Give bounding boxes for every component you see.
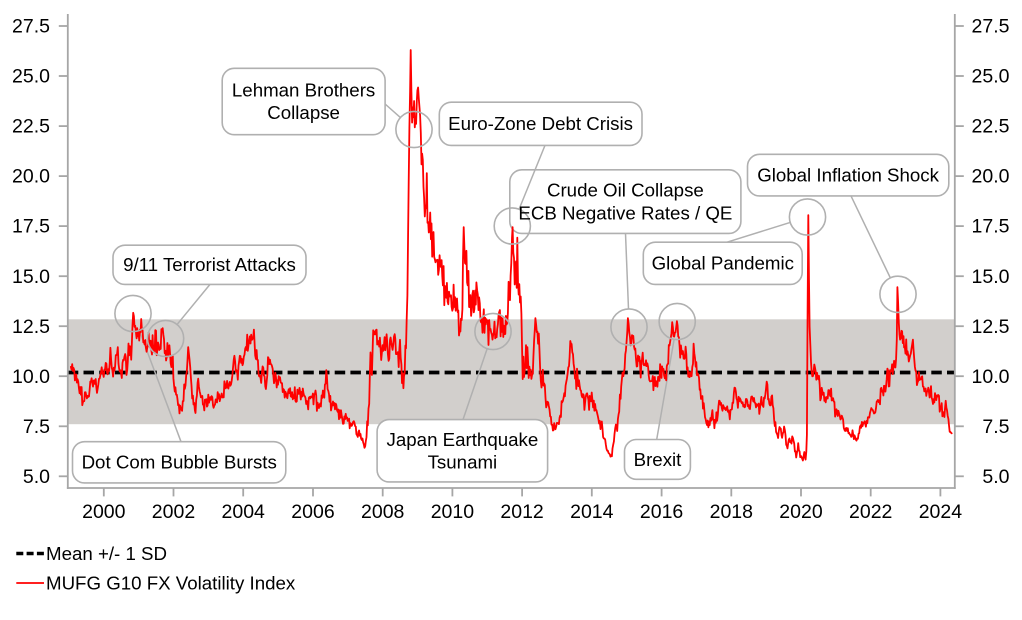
svg-text:20.0: 20.0	[972, 166, 1010, 188]
svg-text:5.0: 5.0	[982, 466, 1009, 488]
svg-text:17.5: 17.5	[972, 216, 1010, 238]
svg-text:2000: 2000	[82, 501, 126, 523]
svg-text:2008: 2008	[361, 501, 404, 523]
svg-text:12.5: 12.5	[972, 316, 1010, 338]
svg-text:22.5: 22.5	[12, 116, 50, 138]
svg-text:9/11 Terrorist Attacks: 9/11 Terrorist Attacks	[123, 254, 296, 275]
svg-text:Euro-Zone Debt Crisis: Euro-Zone Debt Crisis	[448, 113, 633, 134]
svg-text:20.0: 20.0	[12, 166, 50, 188]
svg-text:17.5: 17.5	[12, 216, 50, 238]
svg-text:Global Pandemic: Global Pandemic	[652, 253, 794, 274]
svg-text:27.5: 27.5	[972, 16, 1010, 38]
svg-text:Japan Earthquake: Japan Earthquake	[387, 429, 539, 450]
svg-text:10.0: 10.0	[972, 366, 1010, 388]
svg-text:27.5: 27.5	[12, 16, 50, 38]
svg-text:Global Inflation Shock: Global Inflation Shock	[757, 165, 939, 186]
svg-text:2012: 2012	[500, 501, 543, 523]
svg-text:7.5: 7.5	[23, 416, 50, 438]
svg-text:Tsunami: Tsunami	[428, 451, 498, 472]
svg-text:2016: 2016	[640, 501, 683, 523]
svg-text:22.5: 22.5	[972, 116, 1010, 138]
svg-text:ECB Negative Rates / QE: ECB Negative Rates / QE	[518, 202, 732, 223]
svg-text:7.5: 7.5	[982, 416, 1009, 438]
svg-text:2022: 2022	[849, 501, 892, 523]
svg-text:Dot Com Bubble Bursts: Dot Com Bubble Bursts	[82, 452, 277, 473]
svg-text:Mean +/- 1 SD: Mean +/- 1 SD	[46, 543, 167, 564]
svg-text:15.0: 15.0	[972, 266, 1010, 288]
svg-text:2002: 2002	[152, 501, 195, 523]
svg-text:2006: 2006	[291, 501, 334, 523]
svg-text:2014: 2014	[570, 501, 614, 523]
svg-text:2018: 2018	[710, 501, 753, 523]
svg-text:5.0: 5.0	[23, 466, 50, 488]
svg-text:10.0: 10.0	[12, 366, 50, 388]
svg-text:12.5: 12.5	[12, 316, 50, 338]
svg-text:Brexit: Brexit	[634, 449, 683, 470]
svg-text:15.0: 15.0	[12, 266, 50, 288]
svg-text:Collapse: Collapse	[267, 102, 340, 123]
svg-text:Crude Oil Collapse: Crude Oil Collapse	[547, 180, 704, 201]
svg-text:2024: 2024	[919, 501, 963, 523]
svg-text:25.0: 25.0	[972, 66, 1010, 88]
svg-text:2004: 2004	[222, 501, 266, 523]
svg-text:2020: 2020	[779, 501, 823, 523]
svg-text:2010: 2010	[431, 501, 475, 523]
svg-text:25.0: 25.0	[12, 66, 50, 88]
svg-text:MUFG G10 FX Volatility Index: MUFG G10 FX Volatility Index	[46, 573, 296, 594]
svg-text:Lehman Brothers: Lehman Brothers	[232, 80, 375, 101]
